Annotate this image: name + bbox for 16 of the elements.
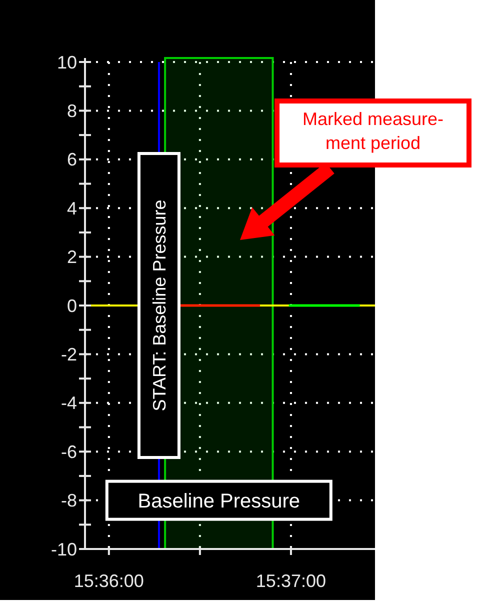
y-tick-label: 4 bbox=[66, 198, 77, 218]
ref-line-label: START: Baseline Pressure bbox=[149, 200, 170, 412]
annotation: Marked measure- ment period bbox=[302, 109, 444, 153]
band-label: Baseline Pressure bbox=[138, 490, 300, 512]
x-tick-label: 15:37:00 bbox=[256, 571, 326, 591]
y-tick-label: -8 bbox=[60, 490, 77, 511]
y-tick-label: 0 bbox=[66, 296, 77, 316]
x-tick-label: 15:36:00 bbox=[74, 571, 144, 591]
y-tick-label: -6 bbox=[60, 442, 77, 462]
y-tick-label: -10 bbox=[50, 539, 77, 560]
y-tick-label: -4 bbox=[60, 393, 77, 414]
y-tick-label: 6 bbox=[66, 150, 77, 170]
y-tick-label: 2 bbox=[66, 247, 77, 268]
y-tick-label: 8 bbox=[66, 101, 77, 121]
y-tick-label: 10 bbox=[56, 52, 77, 72]
y-tick-label: -2 bbox=[60, 344, 77, 364]
